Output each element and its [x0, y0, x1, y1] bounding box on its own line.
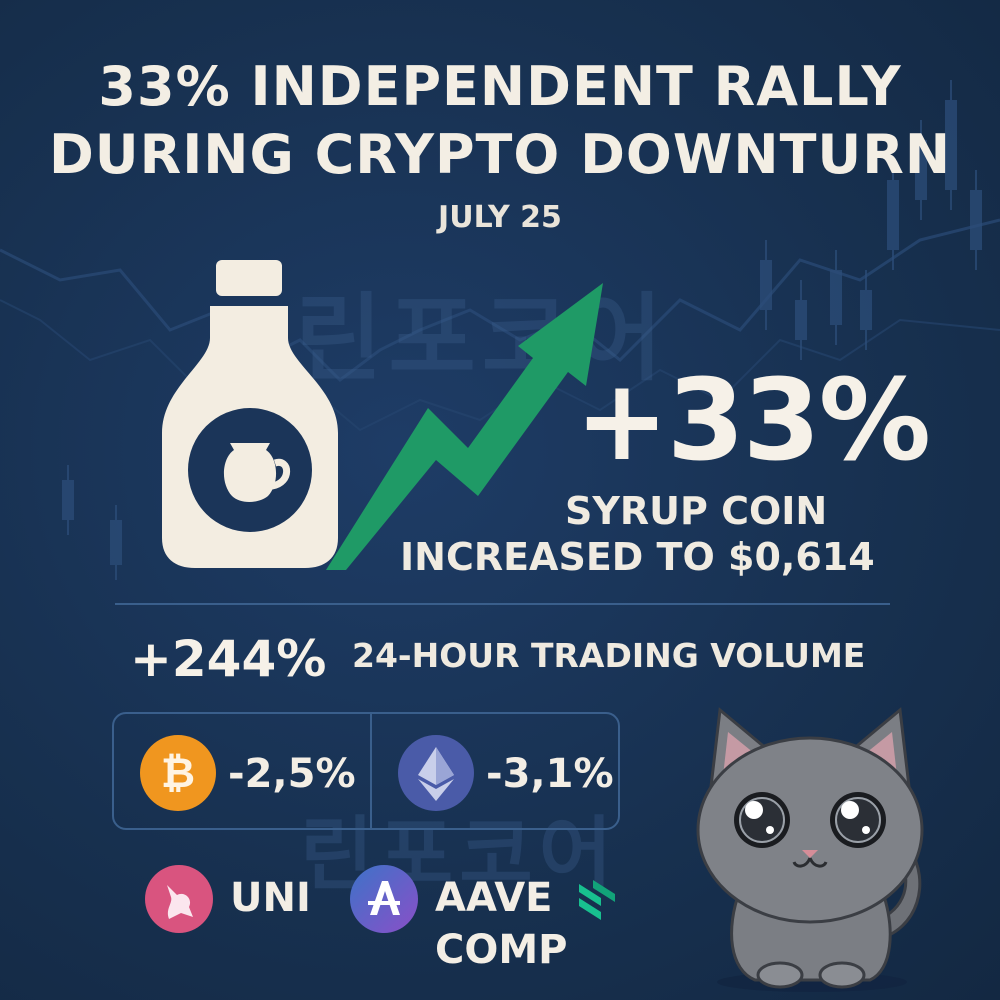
headline-line-1: 33% INDEPENDENT RALLY	[98, 55, 902, 118]
background-watermark: 린포코어	[295, 284, 669, 394]
bitcoin-change: -2,5%	[228, 751, 356, 797]
cat-mascot	[696, 707, 924, 992]
ethereum-icon	[398, 735, 474, 811]
coin-name: SYRUP COIN	[565, 489, 828, 533]
headline-line-2: DURING CRYPTO DOWNTURN	[48, 123, 952, 186]
background-watermark-lower: 린포코어	[300, 808, 619, 901]
volume-label: 24-HOUR TRADING VOLUME	[352, 636, 866, 675]
ethereum-change: -3,1%	[486, 751, 614, 797]
rising-arrow-icon	[326, 283, 603, 570]
token-aave: AAVE	[435, 875, 553, 921]
main-change-percent: +33%	[575, 356, 931, 486]
divider	[115, 603, 890, 605]
market-box-separator	[370, 714, 372, 828]
aave-icon	[350, 865, 418, 933]
svg-text:₿: ₿	[161, 748, 195, 797]
volume-change-percent: +244%	[130, 630, 327, 688]
compound-icon	[579, 880, 615, 920]
token-uni: UNI	[230, 875, 311, 921]
coin-price-line: INCREASED TO $0,614	[400, 535, 875, 579]
bitcoin-icon: ₿	[140, 735, 216, 811]
market-comparison-box	[112, 712, 620, 830]
uniswap-icon	[145, 865, 213, 933]
date-label: JULY 25	[438, 200, 562, 235]
token-comp: COMP	[435, 927, 568, 973]
syrup-bottle-icon	[162, 260, 338, 568]
